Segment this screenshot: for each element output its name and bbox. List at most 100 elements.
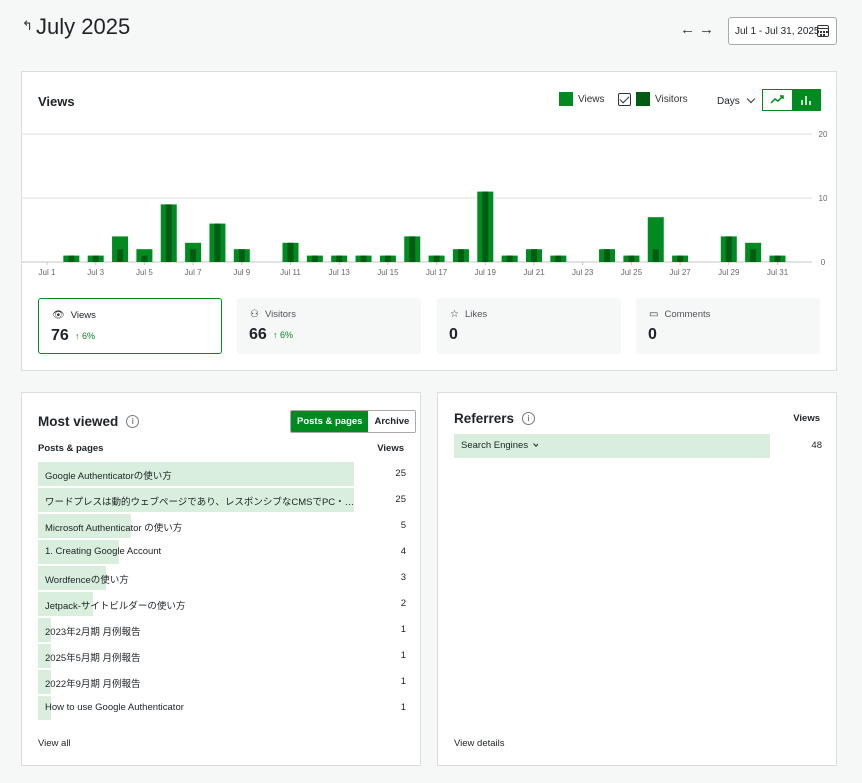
list-item[interactable]: 2022年9月期 月例報告 1 xyxy=(38,670,406,694)
posts-pages-tab[interactable]: Posts & pages xyxy=(291,411,369,432)
tile-views-change: ↑ 6% xyxy=(75,331,96,341)
tile-visitors-value: 66 xyxy=(249,326,267,343)
list-item[interactable]: 2023年2月期 月例報告 1 xyxy=(38,618,406,642)
tile-comments-value: 0 xyxy=(648,326,657,343)
views-bar xyxy=(38,670,51,694)
visitors-bar xyxy=(652,249,659,262)
visitors-bar xyxy=(774,255,781,262)
period-select[interactable]: Days xyxy=(717,94,756,107)
list-item[interactable]: Jetpack-サイトビルダーの使い方 2 xyxy=(38,592,406,616)
x-tick-label: Jul 1 xyxy=(39,268,56,277)
x-tick-label: Jul 23 xyxy=(572,268,594,277)
list-item[interactable]: How to use Google Authenticator 1 xyxy=(38,696,406,720)
tile-likes-label: Likes xyxy=(464,309,488,320)
line-chart-button[interactable] xyxy=(763,90,792,110)
previous-period-button[interactable]: ← xyxy=(680,21,695,38)
visitors-bar xyxy=(68,255,75,262)
x-tick-label: Jul 15 xyxy=(377,268,399,277)
tile-likes-value: 0 xyxy=(449,326,458,343)
post-views: 3 xyxy=(400,572,406,583)
views-bar xyxy=(38,644,51,668)
column-header-views: Views xyxy=(377,443,404,454)
chevron-down-icon xyxy=(746,94,756,104)
list-item[interactable]: 2025年5月期 月例報告 1 xyxy=(38,644,406,668)
next-period-button[interactable]: → xyxy=(699,21,714,38)
info-icon[interactable]: i xyxy=(522,412,536,425)
tile-visitors-change: ↑ 6% xyxy=(273,330,294,340)
comment-icon: ▭ xyxy=(649,309,659,320)
x-tick-label: Jul 29 xyxy=(718,268,740,277)
eye-icon: 👁 xyxy=(52,310,65,321)
tile-likes[interactable]: ☆ Likes 0 xyxy=(437,298,621,354)
view-details-link[interactable]: View details xyxy=(454,738,505,749)
list-item[interactable]: 1. Creating Google Account 4 xyxy=(38,540,406,564)
views-bar xyxy=(38,488,354,512)
post-title: 1. Creating Google Account xyxy=(45,546,162,557)
period-select-label: Days xyxy=(717,96,740,107)
post-views: 2 xyxy=(400,598,406,609)
page-header: ↰ July 2025 ← → Jul 1 - Jul 31, 2025 xyxy=(22,14,838,48)
tile-views[interactable]: 👁 Views 76 ↑ 6% xyxy=(38,298,222,354)
post-views: 25 xyxy=(395,494,406,505)
calendar-icon xyxy=(817,25,829,37)
visitors-bar xyxy=(750,249,757,262)
post-title: How to use Google Authenticator xyxy=(45,702,184,713)
views-bar xyxy=(38,514,132,538)
view-all-link[interactable]: View all xyxy=(38,738,71,749)
list-item[interactable]: Google Authenticatorの使い方 25 xyxy=(38,462,406,486)
date-range-label: Jul 1 - Jul 31, 2025 xyxy=(735,25,820,37)
list-item[interactable]: Search Engines 48 xyxy=(454,434,822,458)
tile-views-value: 76 xyxy=(51,327,69,344)
tile-comments-label: Comments xyxy=(664,309,711,320)
visitors-bar xyxy=(506,255,513,262)
post-views: 1 xyxy=(400,650,406,661)
views-bar xyxy=(38,618,51,642)
bar-chart-button[interactable] xyxy=(791,90,820,110)
back-arrow-icon[interactable]: ↰ xyxy=(22,18,33,33)
chart-type-toggle xyxy=(762,89,821,111)
page-title: July 2025 xyxy=(36,14,131,39)
visitors-swatch xyxy=(636,92,650,106)
views-bar xyxy=(38,696,51,720)
visitors-bar xyxy=(287,242,294,262)
visitors-bar xyxy=(238,249,245,262)
x-tick-label: Jul 27 xyxy=(669,268,691,277)
archive-tab[interactable]: Archive xyxy=(368,411,416,432)
date-range-picker[interactable]: Jul 1 - Jul 31, 2025 xyxy=(728,17,837,45)
visitors-bar xyxy=(214,223,221,262)
tile-comments[interactable]: ▭ Comments 0 xyxy=(636,298,820,354)
visitors-bar xyxy=(311,255,318,262)
visitors-bar xyxy=(190,249,197,262)
visitors-bar xyxy=(555,255,562,262)
tile-visitors[interactable]: ⚇ Visitors 66 ↑ 6% xyxy=(237,298,421,354)
x-tick-label: Jul 25 xyxy=(621,268,643,277)
bar-chart-icon xyxy=(801,95,811,105)
trend-line-icon xyxy=(770,95,784,104)
info-icon[interactable]: i xyxy=(126,415,140,428)
visitors-bar xyxy=(165,204,172,262)
tile-views-label: Views xyxy=(70,310,96,321)
post-title: 2025年5月期 月例報告 xyxy=(45,653,141,664)
column-header-posts: Posts & pages xyxy=(38,443,104,454)
tile-visitors-label: Visitors xyxy=(264,309,296,320)
chart-title: Views xyxy=(38,94,75,109)
views-bar xyxy=(647,217,664,262)
views-bar xyxy=(38,592,94,616)
referrer-label: Search Engines xyxy=(461,440,539,451)
legend-visitors-label: Visitors xyxy=(655,93,688,105)
x-tick-label: Jul 7 xyxy=(185,268,202,277)
post-views: 25 xyxy=(395,468,406,479)
legend-visitors[interactable]: Visitors xyxy=(618,92,688,106)
list-item[interactable]: Microsoft Authenticator の使い方 5 xyxy=(38,514,406,538)
views-bar-chart: 0 10 20 Jul 1 Jul 3 Jul 5 Jul 7 Jul 9 Jul 11 Jul … xyxy=(22,130,828,277)
visitors-bar xyxy=(531,249,537,262)
list-item[interactable]: Wordfenceの使い方 3 xyxy=(38,566,406,590)
visitors-bar xyxy=(725,236,732,262)
legend-views: Views xyxy=(559,92,605,106)
visitors-checkbox[interactable] xyxy=(618,92,631,106)
list-item[interactable]: ワードプレスは動的ウェブページであり、レスポンシブなCMSでPC・スマートフォン… xyxy=(38,488,406,512)
x-tick-label: Jul 19 xyxy=(475,268,497,277)
visitors-bar xyxy=(677,255,684,262)
most-viewed-title: Most viewed i xyxy=(38,414,140,429)
visitors-bar xyxy=(628,255,635,262)
